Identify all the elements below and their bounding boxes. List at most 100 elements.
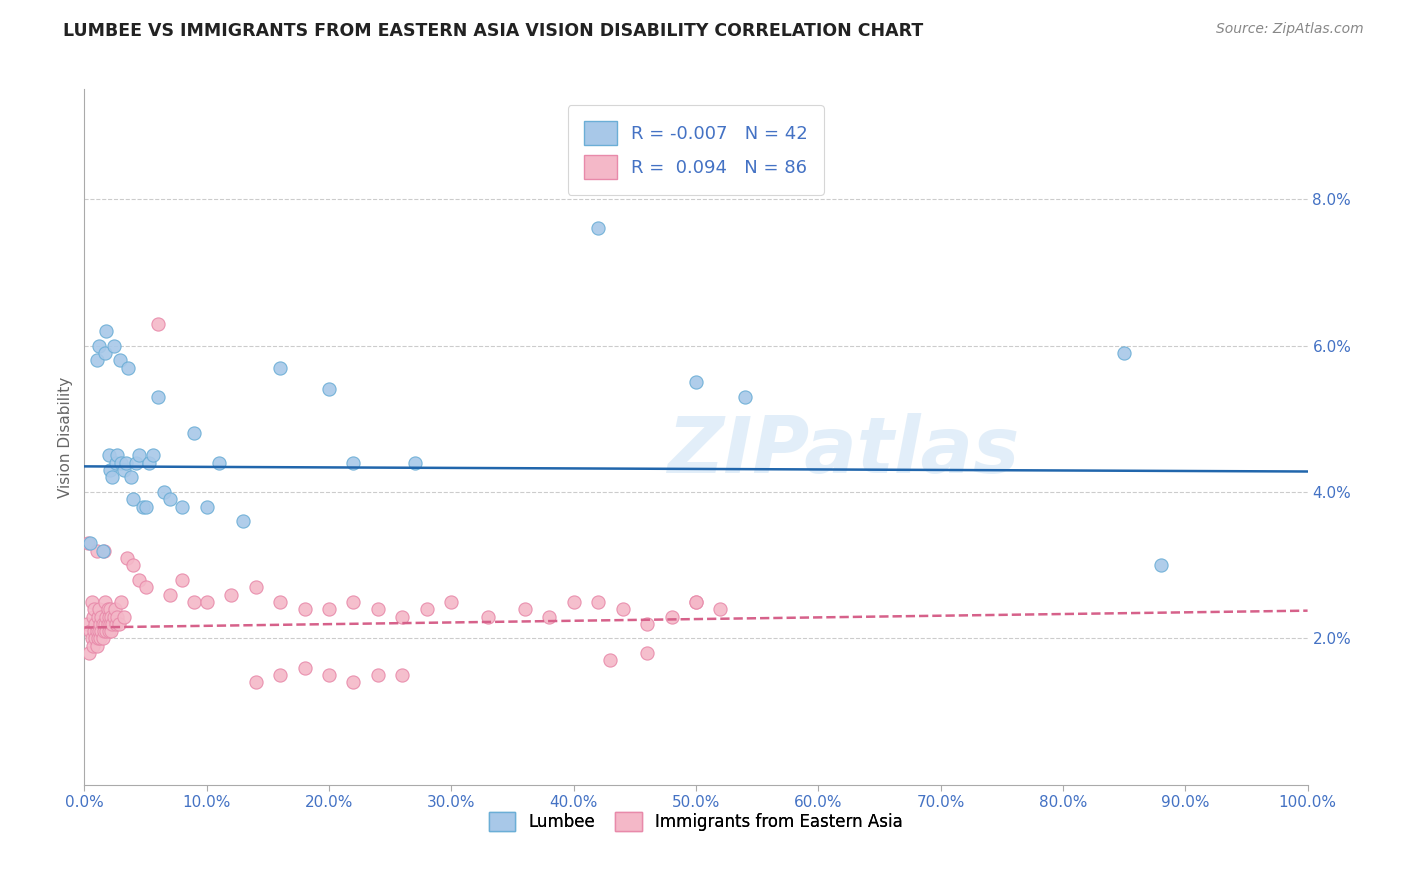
Point — [86, 353, 108, 368]
Point — [77, 646, 100, 660]
Point — [90, 624, 112, 639]
Point — [172, 573, 194, 587]
Point — [294, 661, 316, 675]
Point — [115, 550, 138, 565]
Point — [685, 595, 707, 609]
Point — [94, 346, 117, 360]
Point — [97, 449, 120, 463]
Point — [195, 500, 218, 514]
Point — [97, 602, 120, 616]
Point — [391, 668, 413, 682]
Point — [636, 616, 658, 631]
Point — [709, 602, 731, 616]
Point — [135, 580, 157, 594]
Point — [269, 595, 291, 609]
Point — [91, 616, 114, 631]
Point — [83, 624, 105, 639]
Point — [146, 317, 169, 331]
Point — [538, 609, 561, 624]
Point — [159, 588, 181, 602]
Point — [342, 675, 364, 690]
Point — [1114, 346, 1136, 360]
Point — [80, 632, 103, 646]
Point — [685, 375, 707, 389]
Point — [105, 449, 128, 463]
Point — [79, 624, 101, 639]
Point — [440, 595, 463, 609]
Point — [245, 675, 267, 690]
Point — [138, 456, 160, 470]
Point — [599, 653, 621, 667]
Point — [183, 595, 205, 609]
Point — [97, 609, 120, 624]
Text: Source: ZipAtlas.com: Source: ZipAtlas.com — [1216, 22, 1364, 37]
Point — [269, 668, 291, 682]
Point — [86, 639, 108, 653]
Point — [97, 624, 120, 639]
Point — [110, 456, 132, 470]
Point — [97, 616, 120, 631]
Point — [96, 609, 118, 624]
Point — [103, 338, 125, 352]
Point — [100, 609, 122, 624]
Point — [84, 616, 107, 631]
Point — [153, 485, 176, 500]
Text: ZIPatlas: ZIPatlas — [666, 413, 1019, 489]
Point — [391, 609, 413, 624]
Point — [416, 602, 439, 616]
Point — [734, 390, 756, 404]
Point — [1150, 558, 1173, 573]
Point — [110, 595, 132, 609]
Point — [93, 624, 115, 639]
Point — [98, 616, 121, 631]
Point — [318, 668, 340, 682]
Point — [342, 595, 364, 609]
Point — [513, 602, 536, 616]
Point — [183, 426, 205, 441]
Point — [661, 609, 683, 624]
Point — [232, 514, 254, 528]
Point — [685, 595, 707, 609]
Point — [120, 470, 142, 484]
Legend: Lumbee, Immigrants from Eastern Asia: Lumbee, Immigrants from Eastern Asia — [481, 804, 911, 839]
Point — [94, 595, 117, 609]
Point — [135, 500, 157, 514]
Point — [105, 609, 128, 624]
Point — [87, 632, 110, 646]
Point — [477, 609, 499, 624]
Point — [93, 543, 115, 558]
Point — [105, 456, 128, 470]
Point — [87, 602, 110, 616]
Point — [91, 632, 114, 646]
Point — [104, 602, 127, 616]
Point — [294, 602, 316, 616]
Point — [100, 624, 122, 639]
Point — [91, 543, 114, 558]
Point — [586, 595, 609, 609]
Point — [79, 536, 101, 550]
Point — [86, 543, 108, 558]
Point — [146, 390, 169, 404]
Point — [125, 456, 148, 470]
Point — [80, 595, 103, 609]
Point — [77, 536, 100, 550]
Point — [89, 632, 111, 646]
Point — [101, 470, 124, 484]
Point — [94, 616, 117, 631]
Point — [586, 221, 609, 235]
Point — [128, 573, 150, 587]
Point — [122, 492, 145, 507]
Point — [103, 609, 125, 624]
Point — [98, 602, 121, 616]
Point — [562, 595, 585, 609]
Point — [87, 338, 110, 352]
Y-axis label: Vision Disability: Vision Disability — [58, 376, 73, 498]
Point — [245, 580, 267, 594]
Point — [87, 624, 110, 639]
Point — [107, 616, 129, 631]
Point — [219, 588, 242, 602]
Point — [318, 383, 340, 397]
Point — [636, 646, 658, 660]
Point — [318, 602, 340, 616]
Text: LUMBEE VS IMMIGRANTS FROM EASTERN ASIA VISION DISABILITY CORRELATION CHART: LUMBEE VS IMMIGRANTS FROM EASTERN ASIA V… — [63, 22, 924, 40]
